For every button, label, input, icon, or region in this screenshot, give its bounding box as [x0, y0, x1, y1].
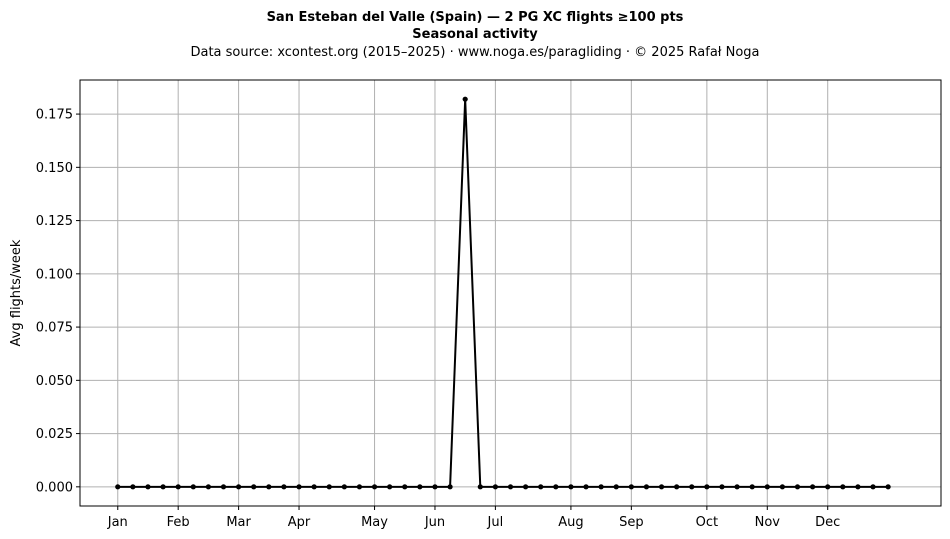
data-point	[553, 484, 559, 490]
data-point	[598, 484, 604, 490]
grid-lines	[80, 80, 941, 506]
y-tick-label: 0.025	[36, 427, 73, 442]
data-point	[462, 96, 468, 102]
y-tick-label: 0.100	[36, 267, 73, 282]
y-tick-label: 0.000	[36, 480, 73, 495]
data-point	[190, 484, 196, 490]
data-point	[402, 484, 408, 490]
x-tick-label-aug: Aug	[558, 515, 583, 530]
data-point	[507, 484, 514, 490]
x-tick-label-jan: Jan	[107, 515, 128, 530]
data-point	[356, 484, 363, 490]
chart-subtitle: Seasonal activity	[412, 27, 538, 42]
data-point	[251, 484, 257, 490]
data-point	[387, 484, 393, 490]
data-point	[583, 484, 589, 490]
y-axis: 0.000 0.025 0.050 0.075 0.100 0.125 0.150 0.175	[36, 108, 80, 495]
data-point	[371, 484, 378, 490]
data-point	[840, 484, 846, 490]
data-point	[492, 484, 498, 490]
data-point	[794, 484, 801, 490]
data-point	[523, 484, 529, 490]
data-point	[825, 484, 831, 490]
y-tick-label: 0.150	[36, 161, 73, 176]
data-point	[538, 484, 544, 490]
data-point	[689, 484, 695, 490]
data-point	[266, 484, 272, 490]
x-tick-label-jul: Jul	[487, 515, 504, 530]
data-point	[568, 484, 574, 490]
data-point	[311, 484, 317, 490]
x-tick-label-feb: Feb	[167, 515, 190, 530]
data-point	[447, 484, 453, 490]
chart-source-line: Data source: xcontest.org (2015–2025) · …	[190, 45, 759, 60]
data-point	[734, 484, 740, 490]
data-point	[341, 484, 347, 490]
x-tick-label-nov: Nov	[755, 515, 781, 530]
data-point	[296, 484, 302, 490]
plot-frame	[79, 79, 942, 507]
x-tick-label-sep: Sep	[619, 515, 644, 530]
chart-title: San Esteban del Valle (Spain) — 2 PG XC …	[267, 10, 684, 25]
x-tick-label-dec: Dec	[815, 515, 840, 530]
y-tick-label: 0.050	[36, 374, 73, 389]
data-point	[236, 484, 242, 490]
x-tick-label-mar: Mar	[226, 515, 251, 530]
data-point	[130, 484, 136, 490]
data-point	[855, 484, 861, 490]
y-tick-label: 0.175	[36, 108, 73, 123]
x-axis: Jan Feb Mar Apr May Jun Jul Aug Sep Oct Nov Dec	[107, 506, 840, 530]
data-point	[220, 484, 227, 490]
data-point	[417, 484, 423, 490]
data-point	[885, 484, 891, 490]
x-tick-label-jun: Jun	[424, 515, 445, 530]
x-tick-label-oct: Oct	[696, 515, 718, 530]
series-avg-flights	[115, 96, 891, 490]
data-point	[326, 484, 332, 490]
data-point	[704, 484, 710, 490]
data-point	[870, 484, 876, 490]
data-point	[674, 484, 680, 490]
data-point	[764, 484, 770, 490]
data-point	[628, 484, 634, 490]
data-point	[810, 484, 816, 490]
data-point	[779, 484, 785, 490]
data-point	[160, 484, 166, 490]
data-point	[115, 484, 121, 490]
data-point	[749, 484, 755, 490]
data-point	[719, 484, 725, 490]
data-point	[613, 484, 619, 490]
data-point	[175, 484, 181, 490]
data-point	[281, 484, 287, 490]
data-point	[477, 484, 483, 490]
y-axis-label: Avg flights/week	[9, 239, 24, 346]
data-point	[205, 484, 211, 490]
data-point	[145, 484, 151, 490]
data-point	[658, 484, 665, 490]
y-tick-label: 0.125	[36, 214, 73, 229]
x-tick-label-may: May	[361, 515, 388, 530]
series-line	[117, 98, 889, 488]
data-point	[432, 484, 438, 490]
data-point	[643, 484, 650, 490]
x-tick-label-apr: Apr	[288, 515, 311, 530]
y-tick-label: 0.075	[36, 321, 73, 336]
